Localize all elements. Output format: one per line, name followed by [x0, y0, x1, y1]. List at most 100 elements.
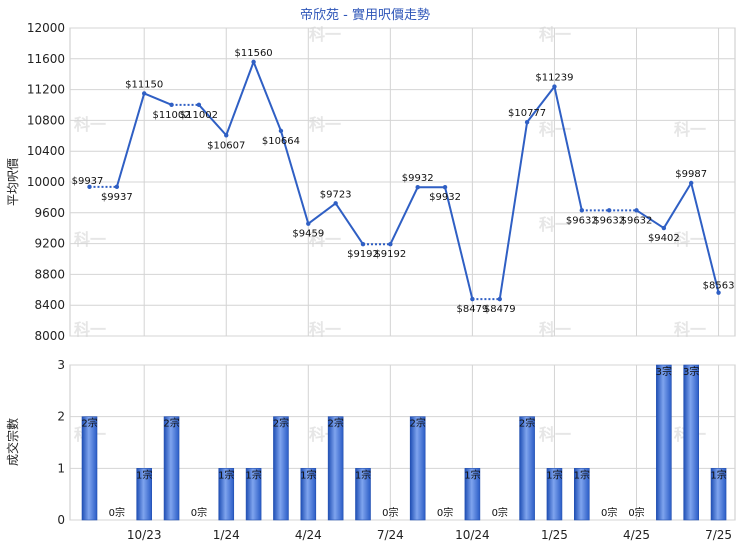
line-point [114, 184, 120, 190]
line-y-tick-label: 12000 [27, 21, 65, 35]
bar-data-label: 1宗 [574, 468, 590, 481]
bar-data-label: 1宗 [546, 468, 562, 481]
line-point [251, 59, 256, 65]
line-y-tick-label: 8800 [34, 267, 65, 281]
bar [136, 468, 152, 521]
bar [81, 416, 98, 521]
chart-title: 帝欣苑 - 實用呎價走勢 [300, 7, 430, 23]
line-point [470, 296, 475, 302]
bar-data-label: 0宗 [628, 506, 644, 519]
bar-data-label: 1宗 [218, 468, 234, 481]
bar-y-tick-label: 2 [57, 410, 65, 424]
bar-data-label: 1宗 [300, 468, 316, 481]
line-y-tick-label: 10400 [27, 144, 65, 158]
line-data-label: $9987 [675, 169, 707, 180]
line-data-label: $9402 [648, 233, 680, 244]
x-tick-label: 7/24 [377, 528, 404, 542]
bar-data-label: 2宗 [410, 417, 426, 430]
bar [163, 416, 180, 521]
bar-data-label: 0宗 [437, 506, 453, 519]
watermark-text: 科一 [539, 425, 571, 444]
line-data-label: $11002 [152, 110, 190, 121]
bar [464, 468, 481, 521]
line-y-tick-label: 8000 [34, 329, 65, 343]
line-point [196, 102, 202, 108]
line-data-label: $10607 [207, 140, 245, 151]
line-point [689, 180, 694, 186]
line-segment [143, 92, 172, 106]
line-point [224, 133, 229, 138]
bar [656, 364, 672, 521]
bar [409, 416, 426, 521]
line-series: $9937 $9937 $11150 $11002$11002 $10607 $11560… [72, 48, 735, 315]
line-data-label: $9459 [292, 229, 324, 240]
line-data-label: $11002 [180, 110, 218, 121]
line-segment [225, 61, 255, 136]
line-segment [498, 122, 529, 300]
watermark-text: 科一 [309, 230, 341, 249]
bar-data-label: 3宗 [683, 365, 699, 378]
line-segment [553, 86, 583, 211]
bar-y-axis-label: 成交宗數 [5, 418, 20, 466]
line-data-label: $9937 [101, 192, 133, 203]
bar-data-label: 1宗 [245, 468, 261, 481]
bar-y-tick-label: 0 [57, 513, 65, 527]
line-segment [444, 186, 474, 300]
line-data-label: $8479 [484, 304, 516, 315]
watermark-text: 科一 [539, 215, 571, 234]
line-y-ticks: 8000 8400 8800 9200 9600 10000 10400 10800 11200… [27, 21, 65, 343]
line-point [388, 242, 393, 247]
watermark-text: 科一 [74, 115, 106, 134]
line-y-tick-label: 10800 [27, 113, 65, 127]
bar-data-label: 2宗 [519, 417, 535, 430]
watermark-text: 科一 [674, 320, 706, 339]
line-data-label: $10664 [262, 136, 300, 147]
bar-data-label: 0宗 [191, 506, 207, 519]
line-point [87, 184, 92, 190]
line-point [634, 208, 639, 213]
bar-series: 2宗 0宗 1宗 2宗 0宗 1宗 1宗 2宗 1宗 2宗 1宗 0宗 2宗 0宗 1宗 0宗 2宗 1宗 1宗 0宗… [81, 364, 727, 521]
line-chart-grid [69, 27, 736, 337]
line-segment [279, 130, 310, 224]
bar-data-label: 2宗 [327, 417, 343, 430]
bar-y-tick-label: 1 [57, 461, 65, 475]
watermark-text: 科一 [309, 25, 341, 44]
bar [273, 416, 289, 521]
line-segment [526, 85, 556, 123]
line-point [333, 201, 338, 206]
x-tick-label: 4/24 [295, 528, 322, 542]
line-point [716, 290, 721, 295]
bar-data-label: 0宗 [492, 506, 508, 519]
x-tick-label: 1/25 [541, 528, 568, 542]
bar [218, 468, 235, 521]
x-tick-label: 10/23 [127, 528, 162, 542]
line-segment [662, 182, 693, 229]
line-data-label: $9192 [347, 249, 379, 260]
line-point [278, 128, 284, 134]
line-point [142, 91, 147, 96]
line-data-label: $8563 [703, 281, 735, 292]
line-segment [115, 93, 146, 188]
watermark-text: 科一 [674, 230, 706, 249]
bar-y-tick-label: 3 [57, 358, 65, 372]
line-y-tick-label: 8400 [34, 298, 65, 312]
line-y-tick-label: 9200 [34, 237, 65, 251]
watermark-text: 科一 [539, 320, 571, 339]
watermark-text: 科一 [539, 25, 571, 44]
bar [573, 468, 590, 521]
watermark-text: 科一 [309, 115, 341, 134]
x-tick-label: 10/24 [455, 528, 490, 542]
bar-data-label: 3宗 [656, 365, 672, 378]
line-data-label: $9192 [374, 249, 406, 260]
x-axis-ticks: 10/23 1/24 4/24 7/24 10/24 1/25 4/25 7/25 [127, 528, 732, 542]
line-data-label: $9723 [320, 189, 352, 200]
line-data-label: $9632 [621, 215, 653, 226]
watermark-text: 科一 [309, 320, 341, 339]
bar [710, 468, 727, 521]
bar [245, 468, 262, 521]
bar [519, 416, 535, 521]
watermark-text: 科一 [674, 120, 706, 139]
line-segment [198, 104, 227, 136]
